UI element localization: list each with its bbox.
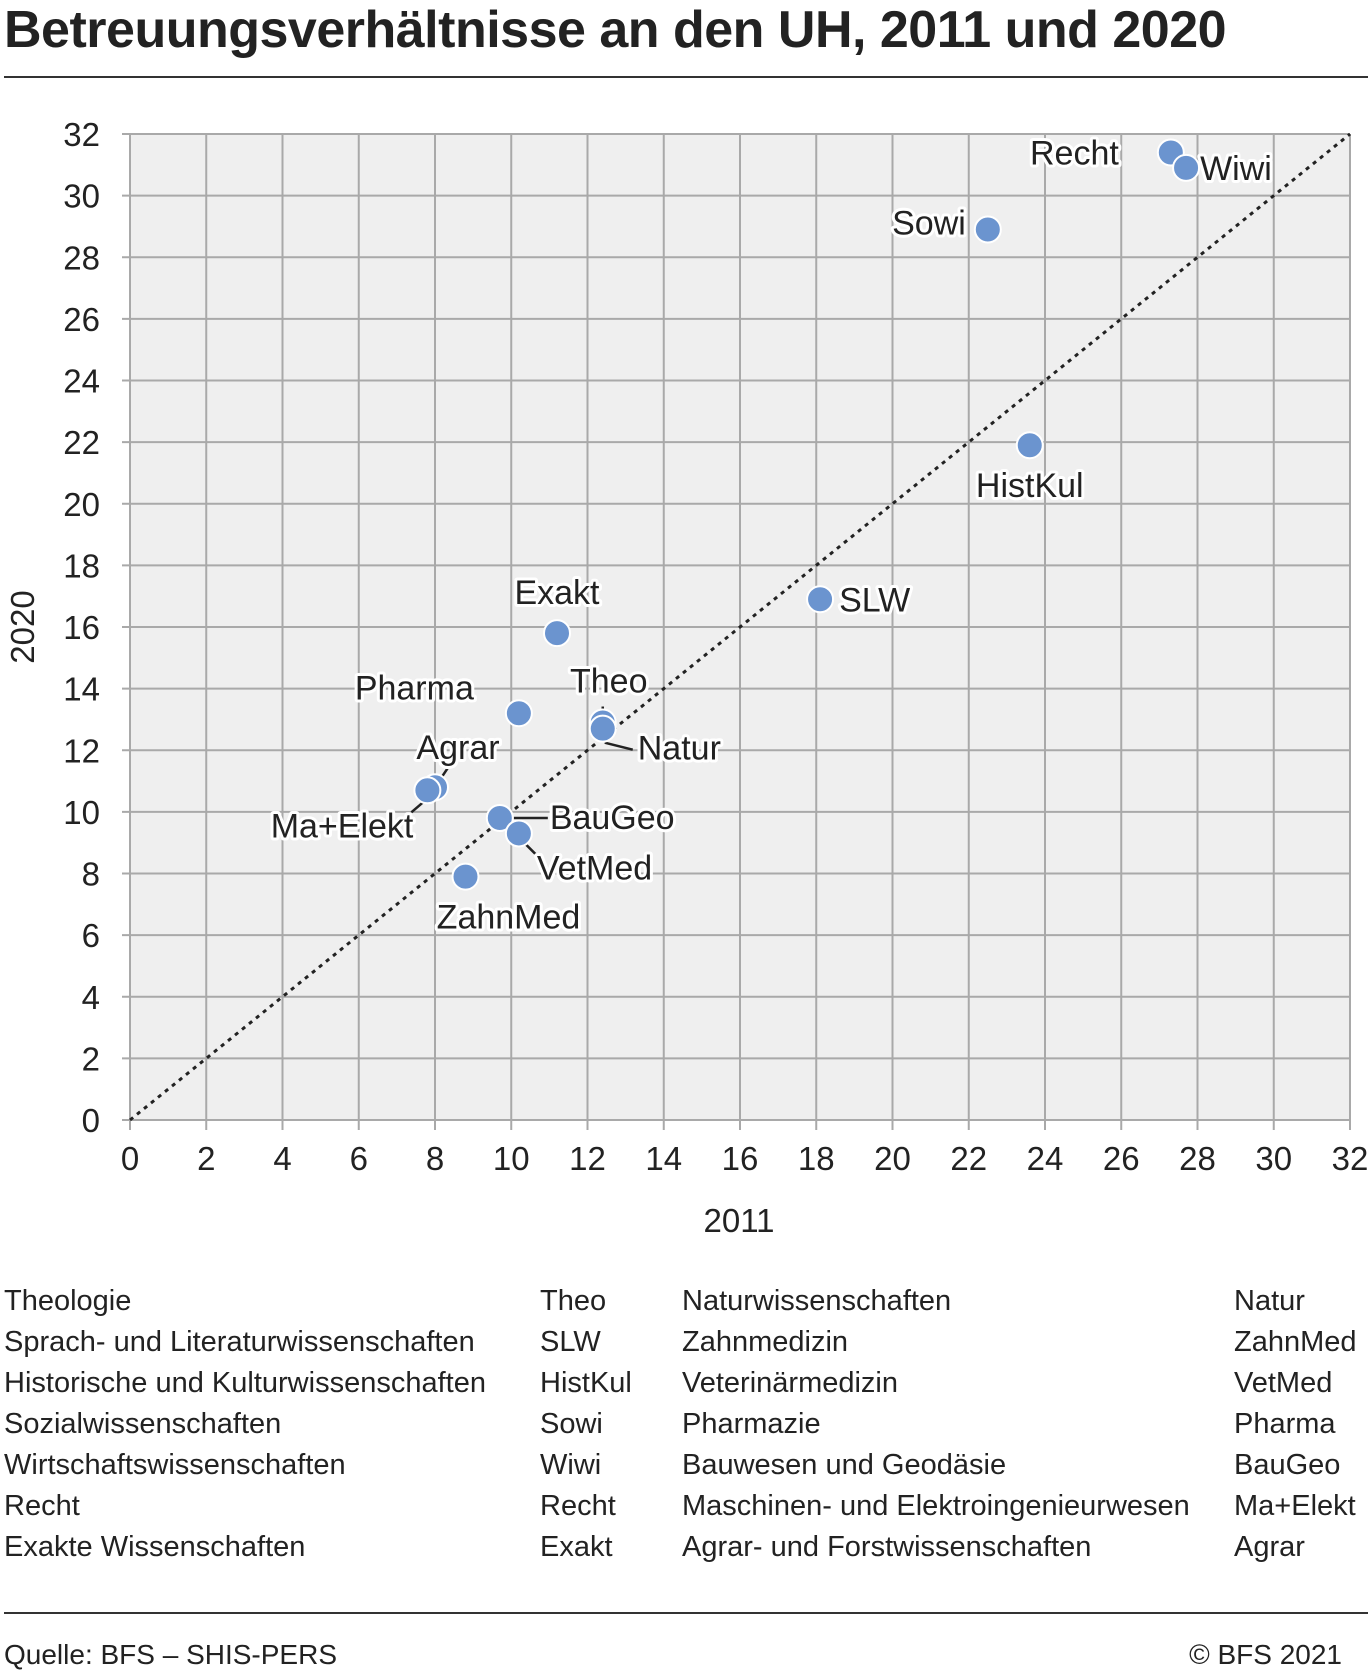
legend-abbreviation: SLW [540,1326,601,1358]
y-axis-title: 2020 [4,590,41,663]
x-axis-title: 2011 [704,1202,775,1239]
legend-full-name: Historische und Kulturwissenschaften [4,1367,486,1399]
point-label-slw: SLW [839,581,910,619]
x-tick-label: 4 [273,1140,291,1177]
y-tick-label: 16 [63,609,100,646]
y-tick-label: 18 [63,547,100,584]
legend-full-name: Sprach- und Literaturwissenschaften [4,1326,475,1358]
x-tick-label: 14 [645,1140,682,1177]
point-label-sowi: Sowi [892,205,966,243]
x-tick-label: 12 [569,1140,606,1177]
legend-abbreviation: Theo [540,1285,607,1317]
legend-abbreviation: HistKul [540,1367,632,1399]
legend-abbreviation: VetMed [1234,1367,1333,1399]
x-tick-label: 20 [874,1140,911,1177]
x-tick-label: 0 [121,1140,139,1177]
data-point-baugeo [485,804,514,833]
x-tick-label: 18 [798,1140,835,1177]
y-tick-label: 28 [63,239,100,276]
legend-abbreviation: Pharma [1234,1408,1336,1440]
legend-full-name: Veterinärmedizin [682,1367,898,1399]
data-point-slw [806,585,835,614]
point-label-ma-elekt: Ma+Elekt [271,807,414,845]
footer-rule [4,1612,1368,1614]
data-point-zahnmed [451,862,480,891]
legend-full-name: Exakte Wissenschaften [4,1531,306,1563]
legend-abbreviation: Sowi [540,1408,603,1440]
y-tick-label: 8 [82,856,100,893]
data-point-vetmed [504,819,533,848]
point-label-pharma: Pharma [355,669,474,707]
x-tick-label: 24 [1027,1140,1064,1177]
y-tick-label: 6 [82,917,100,954]
scatter-chart: 0 2 4 6 8 10 12 14 16 18 20 22 24 26 28 30 3202468101214… [4,116,1369,1239]
legend-full-name: Naturwissenschaften [682,1285,952,1317]
y-tick-label: 14 [63,671,100,708]
legend-full-name: Maschinen- und Elektroingenieurwesen [682,1490,1190,1522]
legend-full-name: Pharmazie [682,1408,821,1440]
point-label-zahnmed: ZahnMed [437,899,581,937]
point-label-exakt: Exakt [514,574,600,612]
reference-line [129,132,1351,1122]
legend-full-name: Agrar- und Forstwissenschaften [682,1531,1092,1563]
y-tick-label: 22 [63,424,100,461]
y-tick-label: 4 [82,979,100,1016]
x-tick-label: 8 [426,1140,444,1177]
data-point-sowi [973,215,1002,244]
x-tick-label: 30 [1255,1140,1292,1177]
x-tick-label: 22 [950,1140,987,1177]
x-tick-label: 26 [1103,1140,1140,1177]
x-tick-label: 32 [1332,1140,1369,1177]
legend-abbreviation: Exakt [540,1531,613,1563]
legend-full-name: Bauwesen und Geodäsie [682,1449,1007,1481]
x-tick-label: 10 [493,1140,530,1177]
point-label-recht: Recht [1030,134,1119,172]
x-tick-label: 28 [1179,1140,1216,1177]
point-label-histkul: HistKul [976,467,1084,505]
y-tick-label: 20 [63,486,100,523]
point-label-baugeo: BauGeo [550,799,675,837]
leader-line-vetmed [523,842,538,857]
legend-abbreviation: Wiwi [540,1449,602,1481]
legend-abbreviation: Ma+Elekt [1234,1490,1356,1522]
legend-abbreviation: ZahnMed [1234,1326,1357,1358]
source-note: Quelle: BFS – SHIS-PERS [4,1639,338,1670]
leader-line-natur [604,741,634,751]
legend-abbreviation: Agrar [1234,1531,1305,1563]
y-tick-label: 24 [63,363,100,400]
y-tick-label: 0 [82,1102,100,1139]
chart-title: Betreuungsverhältnisse an den UH, 2011 u… [4,1,1227,59]
data-point-exakt [543,619,571,648]
y-tick-label: 2 [82,1040,100,1077]
y-tick-label: 12 [63,732,100,769]
data-point-ma-elekt [413,776,442,805]
legend-full-name: Zahnmedizin [682,1326,849,1358]
legend-abbreviation: Recht [540,1490,616,1522]
x-tick-label: 6 [350,1140,368,1177]
title-rule [4,76,1368,78]
x-tick-label: 2 [197,1140,215,1177]
legend-abbreviation: Natur [1234,1285,1305,1317]
x-tick-label: 16 [722,1140,759,1177]
data-point-histkul [1015,431,1044,460]
point-label-natur: Natur [638,730,721,768]
copyright-note: © BFS 2021 [1189,1639,1342,1670]
point-label-vetmed: VetMed [537,849,652,887]
point-label-wiwi: Wiwi [1200,150,1272,188]
legend-abbreviation: BauGeo [1234,1449,1341,1481]
legend-full-name: Recht [4,1490,80,1522]
y-tick-label: 30 [63,178,100,215]
data-point-pharma [504,699,533,728]
y-tick-label: 26 [63,301,100,338]
y-tick-label: 10 [63,794,100,831]
point-label-theo: Theo [570,663,648,701]
data-point-wiwi [1172,153,1201,182]
legend-full-name: Theologie [4,1285,132,1317]
point-label-agrar: Agrar [416,729,499,767]
data-point-natur [588,714,617,743]
legend-full-name: Sozialwissenschaften [4,1408,282,1440]
legend-full-name: Wirtschaftswissenschaften [4,1449,346,1481]
y-tick-label: 32 [63,116,100,153]
